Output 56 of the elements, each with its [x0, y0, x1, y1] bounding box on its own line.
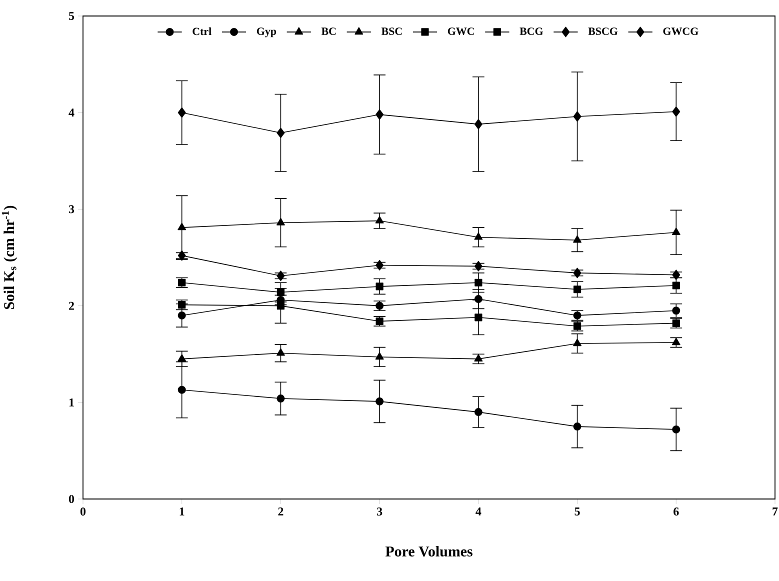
point [474, 118, 482, 130]
legend-label: BSC [381, 28, 402, 35]
point [672, 106, 680, 117]
x-tick-label: 7 [772, 508, 778, 516]
point [375, 216, 384, 224]
x-tick-label: 4 [476, 508, 482, 516]
x-tick-label: 6 [674, 508, 679, 516]
y-tick-label: 1 [69, 398, 74, 406]
x-tick-label: 3 [377, 508, 382, 516]
point [376, 109, 384, 120]
legend-label: BC [321, 28, 336, 35]
point [375, 352, 384, 360]
point [672, 270, 680, 280]
legend-label: GWCG [663, 28, 698, 36]
point [276, 128, 285, 138]
y-tick-label: 2 [69, 302, 74, 310]
point [573, 268, 582, 278]
x-tick-label: 2 [278, 508, 284, 516]
y-tick-label: 5 [68, 12, 74, 20]
point [178, 250, 186, 261]
point [573, 111, 582, 122]
legend-label: BCG [520, 28, 544, 35]
point [670, 318, 682, 328]
point [474, 260, 482, 272]
point [276, 218, 285, 226]
x-tick-label: 0 [80, 508, 86, 516]
y-tick-label: 3 [68, 205, 74, 214]
point [178, 386, 186, 394]
point [276, 394, 285, 403]
point [376, 397, 384, 406]
x-tick-label: 1 [180, 508, 184, 516]
point [178, 354, 186, 362]
y-tick-label: 4 [68, 108, 74, 117]
x-axis-title: Pore Volumes [385, 546, 472, 557]
y-axis-title: Soil K$_{s}$ (cm hr$^{-1}$) [2, 206, 18, 310]
point [672, 228, 680, 235]
point [573, 338, 582, 346]
legend-label: Ctrl [192, 27, 212, 36]
point [276, 348, 285, 356]
legend-label: Gyp [256, 28, 276, 38]
point [672, 425, 680, 434]
x-tick-label: 5 [574, 508, 580, 516]
point [474, 354, 483, 362]
point [474, 232, 483, 240]
point [672, 338, 680, 346]
point [573, 422, 582, 431]
legend-label: BSCG [588, 28, 618, 35]
point [570, 320, 584, 332]
point [376, 260, 384, 270]
point [573, 235, 582, 243]
point [474, 408, 482, 416]
y-tick-label: 0 [68, 494, 74, 504]
point [178, 222, 186, 230]
point [276, 270, 285, 282]
point [178, 107, 186, 118]
legend-label: GWC [448, 28, 474, 36]
